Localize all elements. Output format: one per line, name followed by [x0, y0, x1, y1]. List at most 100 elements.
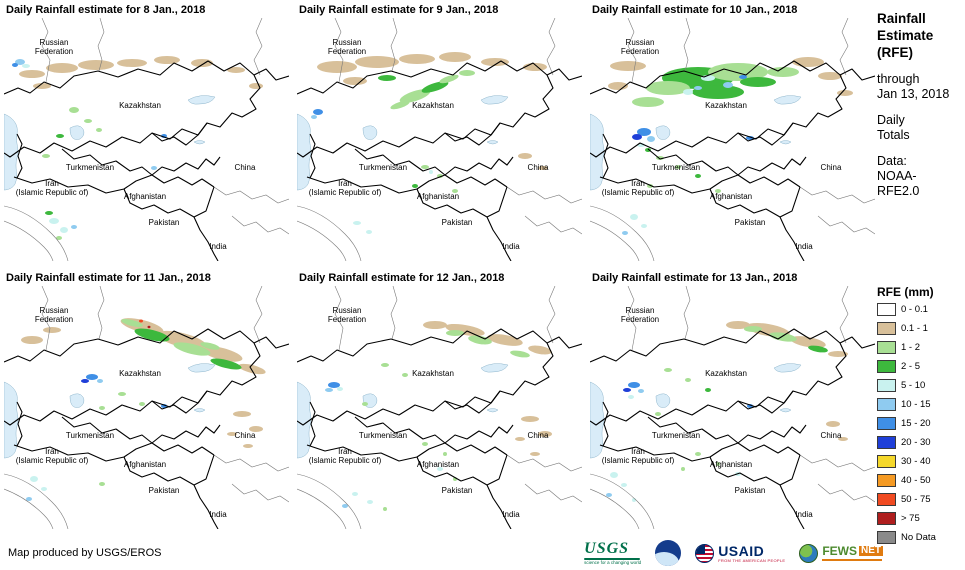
country-label: Turkmenistan	[359, 431, 407, 440]
legend-title: RFE (mm)	[877, 285, 934, 299]
legend-swatch	[877, 474, 896, 487]
country-label: Iran (Islamic Republic of)	[16, 447, 89, 465]
country-label: Russian Federation	[35, 306, 73, 324]
map-panel-8jan: Daily Rainfall estimate for 8 Jan., 2018…	[4, 2, 291, 270]
fewsnet-logo: FEWS NET	[799, 543, 883, 563]
legend-item: > 75	[877, 512, 963, 525]
country-label: Afghanistan	[710, 192, 752, 201]
legend-item: 1 - 2	[877, 341, 963, 354]
usaid-tagline: FROM THE AMERICAN PEOPLE	[718, 557, 786, 563]
country-label: China	[235, 431, 256, 440]
country-label: Iran (Islamic Republic of)	[309, 447, 382, 465]
legend-item: 2 - 5	[877, 360, 963, 373]
country-label: Pakistan	[735, 218, 766, 227]
country-label: Turkmenistan	[66, 163, 114, 172]
usgs-wave-icon	[584, 557, 641, 560]
legend-item: 0.1 - 1	[877, 322, 963, 335]
country-label: Kazakhstan	[412, 101, 454, 110]
country-label: Kazakhstan	[119, 369, 161, 378]
country-label: India	[209, 242, 227, 251]
legend-swatch	[877, 322, 896, 335]
country-label: Pakistan	[442, 486, 473, 495]
sidebar-daily-totals: Daily Totals	[877, 113, 963, 143]
legend-swatch	[877, 512, 896, 525]
rainfall-map-13jan: Russian Federation Kazakhstan Turkmenistan I…	[590, 286, 875, 529]
legend-swatch	[877, 455, 896, 468]
sidebar-title-line: Estimate	[877, 28, 934, 43]
usgs-logo: USGS science for a changing world	[584, 540, 642, 566]
country-label: Turkmenistan	[359, 163, 407, 172]
country-label: China	[821, 163, 842, 172]
rainfall-map-10jan: Russian Federation Kazakhstan Turkmenistan I…	[590, 18, 875, 261]
fewsnet-bar-icon	[822, 559, 883, 561]
footer-logos: USGS science for a changing world USAID …	[584, 538, 883, 568]
sidebar-text-line: Data:	[877, 154, 907, 168]
legend-label: No Data	[901, 532, 936, 543]
legend-swatch	[877, 398, 896, 411]
legend-item: 15 - 20	[877, 417, 963, 430]
country-label: China	[821, 431, 842, 440]
country-label: India	[209, 510, 227, 519]
country-label: India	[795, 510, 813, 519]
panel-title: Daily Rainfall estimate for 12 Jan., 201…	[299, 272, 505, 284]
map-panel-12jan: Daily Rainfall estimate for 12 Jan., 201…	[297, 270, 584, 538]
usaid-logo: USAID FROM THE AMERICAN PEOPLE	[695, 543, 786, 563]
country-label: Russian Federation	[621, 38, 659, 56]
sidebar-title-line: (RFE)	[877, 45, 913, 60]
fewsnet-logo-text-fews: FEWS	[822, 544, 857, 558]
rainfall-map-8jan: Russian Federation Kazakhstan Turkmenistan I…	[4, 18, 289, 261]
legend-item: 20 - 30	[877, 436, 963, 449]
legend-label: 50 - 75	[901, 494, 931, 505]
legend-item: 50 - 75	[877, 493, 963, 506]
fewsnet-globe-icon	[799, 543, 819, 563]
country-label: Afghanistan	[710, 460, 752, 469]
country-label: Iran (Islamic Republic of)	[602, 179, 675, 197]
country-label: Turkmenistan	[66, 431, 114, 440]
sidebar-text-line: Totals	[877, 128, 910, 142]
sidebar-through: through Jan 13, 2018	[877, 72, 963, 102]
legend-label: 5 - 10	[901, 380, 926, 391]
map-panel-11jan: Daily Rainfall estimate for 11 Jan., 201…	[4, 270, 291, 538]
map-credit: Map produced by USGS/EROS	[8, 547, 162, 559]
legend-label: > 75	[901, 513, 920, 524]
country-label: China	[528, 163, 549, 172]
country-label: Turkmenistan	[652, 431, 700, 440]
legend-swatch	[877, 341, 896, 354]
country-label: Pakistan	[149, 486, 180, 495]
country-label: Iran (Islamic Republic of)	[309, 179, 382, 197]
rainfall-map-9jan: Russian Federation Kazakhstan Turkmenistan I…	[297, 18, 582, 261]
sidebar-title-line: Rainfall	[877, 11, 926, 26]
legend-label: 2 - 5	[901, 361, 921, 372]
panel-title: Daily Rainfall estimate for 13 Jan., 201…	[592, 272, 798, 284]
country-label: Kazakhstan	[705, 101, 747, 110]
country-label: Turkmenistan	[652, 163, 700, 172]
fewsnet-logo-text-net: NET	[859, 545, 883, 556]
legend-label: 1 - 2	[901, 342, 921, 353]
legend-item: 40 - 50	[877, 474, 963, 487]
legend-swatch	[877, 493, 896, 506]
legend-item: 0 - 0.1	[877, 303, 963, 316]
panel-title: Daily Rainfall estimate for 10 Jan., 201…	[592, 4, 798, 16]
legend-label: 0.1 - 1	[901, 323, 928, 334]
panel-title: Daily Rainfall estimate for 9 Jan., 2018	[299, 4, 499, 16]
sidebar-data-source: Data: NOAA- RFE2.0	[877, 154, 963, 199]
country-label: Iran (Islamic Republic of)	[602, 447, 675, 465]
country-label: Russian Federation	[328, 38, 366, 56]
legend-items: 0 - 0.1 0.1 - 1 1 - 2 2 - 5 5 - 10 10 - 15 15 …	[877, 303, 963, 544]
country-label: Iran (Islamic Republic of)	[16, 179, 89, 197]
country-label: Afghanistan	[417, 460, 459, 469]
country-label: India	[502, 242, 520, 251]
country-label: Kazakhstan	[705, 369, 747, 378]
legend-swatch	[877, 436, 896, 449]
legend-swatch	[877, 379, 896, 392]
legend-item: 5 - 10	[877, 379, 963, 392]
country-label: India	[795, 242, 813, 251]
usgs-tagline: science for a changing world	[584, 559, 642, 565]
country-label: China	[235, 163, 256, 172]
legend-label: 0 - 0.1	[901, 304, 928, 315]
legend-label: 30 - 40	[901, 456, 931, 467]
country-label: China	[528, 431, 549, 440]
country-label: Russian Federation	[328, 306, 366, 324]
country-label: Pakistan	[442, 218, 473, 227]
country-label: India	[502, 510, 520, 519]
